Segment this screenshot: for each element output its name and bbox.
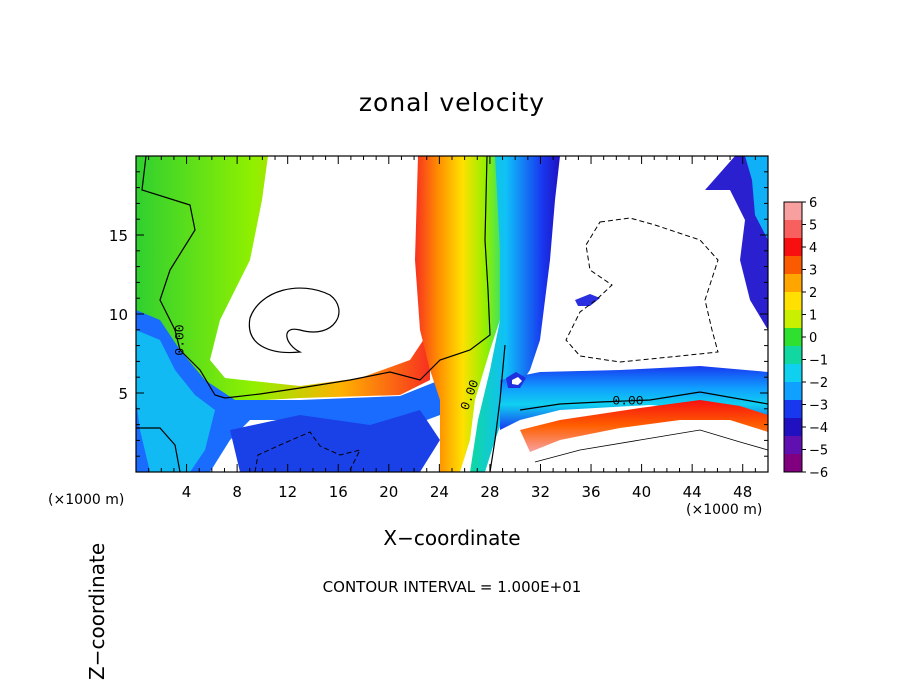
x-tick-label: 28 — [480, 483, 499, 501]
colorbar-label: −1 — [809, 354, 828, 369]
colorbar-swatch — [784, 436, 802, 455]
colorbar-swatch — [784, 364, 802, 383]
contour-bottom-right — [534, 429, 768, 463]
field-central-jet-right — [470, 156, 560, 472]
field-left-cyan — [136, 330, 215, 472]
x-unit-label-left: (×1000 m) — [48, 492, 125, 508]
colorbar-label: −5 — [809, 444, 828, 459]
x-tick-label: 12 — [278, 483, 297, 501]
contour-lower-left — [136, 427, 181, 472]
x-tick-label: 24 — [430, 483, 449, 501]
colorbar-swatch — [784, 202, 802, 221]
field-central-jet — [415, 156, 510, 472]
colorbar-swatch — [784, 292, 802, 311]
x-axis: 4 8 12 16 20 24 28 32 36 40 44 48 — [148, 156, 756, 501]
colorbar-label: 0 — [809, 331, 817, 346]
x-tick-label: 4 — [182, 483, 192, 501]
field-blob-ring-inner — [512, 377, 522, 385]
field-right-band — [500, 366, 768, 430]
y-tick-label: 10 — [109, 306, 128, 324]
colorbar-swatch — [784, 418, 802, 437]
x-tick-label: 36 — [581, 483, 600, 501]
field-left-column — [136, 156, 430, 402]
contour-dashed-right — [565, 217, 719, 363]
contour-right — [519, 391, 768, 411]
chart-title: zonal velocity — [358, 88, 546, 117]
velocity-field — [136, 156, 768, 472]
x-axis-label-text: X−coordinate — [383, 526, 521, 550]
x-tick-label: 40 — [632, 483, 651, 501]
colorbar-label: −4 — [809, 421, 828, 436]
contour-left — [141, 156, 491, 399]
colorbar-label: 3 — [809, 264, 817, 279]
colorbar-label: 5 — [809, 219, 817, 234]
colorbar-swatch — [784, 454, 802, 473]
colorbar-swatch — [784, 274, 802, 293]
x-tick-label: 16 — [329, 483, 348, 501]
x-tick-label: 20 — [379, 483, 398, 501]
field-bottom-blue — [230, 410, 440, 472]
colorbar-label: 2 — [809, 286, 817, 301]
colorbar-swatch — [784, 328, 802, 347]
colorbar-label: −2 — [809, 376, 828, 391]
colorbar-swatch — [784, 310, 802, 329]
chart-canvas: 0.00 0.00 0.00 4 8 12 16 20 24 28 32 36 40 44 48 51… — [109, 155, 828, 501]
field-right-red — [520, 400, 768, 452]
colorbar-label: 6 — [809, 196, 817, 211]
y-tick-label: 15 — [109, 227, 128, 245]
x-tick-label: 48 — [733, 483, 752, 501]
x-axis-label: X−coordinate — [0, 526, 904, 550]
contour-dashed — [254, 217, 719, 472]
colorbar-swatch — [784, 382, 802, 401]
field-right-top-blue — [705, 156, 768, 330]
x-tick-label: 8 — [232, 483, 242, 501]
colorbar-label: −6 — [809, 466, 828, 481]
contour-lines — [136, 156, 768, 472]
x-tick-label: 44 — [683, 483, 702, 501]
field-blob-blue — [575, 294, 600, 306]
colorbar-swatch — [784, 238, 802, 257]
colorbar-swatch — [784, 256, 802, 275]
contour-bump-1 — [248, 287, 340, 354]
field-right-top-cyan — [745, 156, 768, 240]
y-tick-label: 5 — [118, 385, 128, 403]
x-unit-label-right: (×1000 m) — [686, 502, 763, 518]
contour-mid — [489, 344, 506, 472]
colorbar-label: 1 — [809, 309, 817, 324]
colorbar-label: −3 — [809, 399, 828, 414]
x-tick-label: 32 — [531, 483, 550, 501]
contour-interval-text: CONTOUR INTERVAL = 1.000E+01 — [322, 578, 582, 596]
y-axis: 5 10 15 — [109, 171, 768, 457]
contour-label-right: 0.00 — [612, 393, 643, 408]
colorbar-label: 4 — [809, 241, 817, 256]
colorbar: 6 5 4 3 2 1 0 −1 −2 −3 −4 −5 −6 — [783, 196, 828, 481]
colorbar-swatch — [784, 400, 802, 419]
colorbar-swatch — [784, 346, 802, 365]
contour-label-left: 0.00 — [172, 324, 187, 355]
colorbar-swatch — [784, 220, 802, 239]
contour-dashed-bottom — [254, 431, 361, 472]
